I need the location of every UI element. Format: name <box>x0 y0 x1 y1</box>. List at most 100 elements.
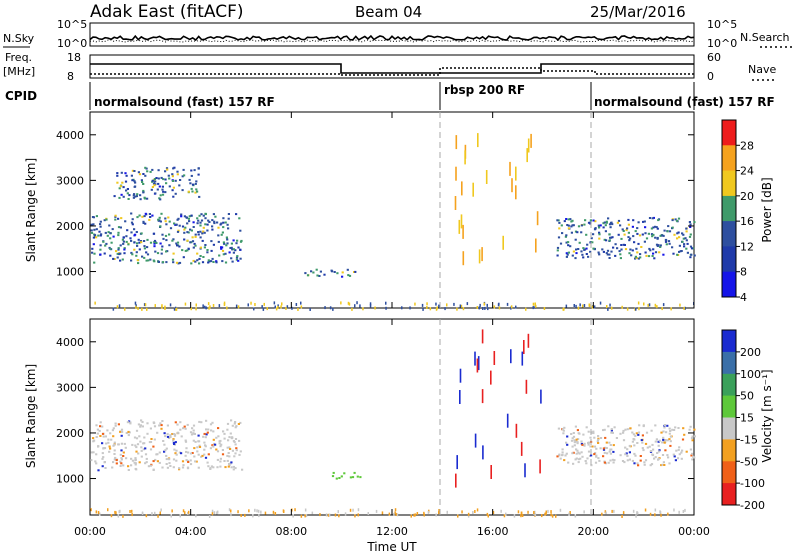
scatter-cell <box>654 456 657 459</box>
scatter-cell <box>672 252 675 255</box>
scatter-cell <box>621 228 624 231</box>
scatter-cell <box>645 431 649 434</box>
colorbar-segment <box>722 221 736 247</box>
scatter-cell <box>141 421 144 423</box>
beam-title: Beam 04 <box>355 3 422 21</box>
scatter-cell <box>186 222 189 225</box>
scatter-cell <box>130 231 133 234</box>
scatter-cell <box>109 254 112 257</box>
scatter-cell <box>178 224 181 227</box>
scatter-streak <box>527 138 530 153</box>
scatter-cell <box>413 513 415 517</box>
scatter-cell <box>580 250 583 253</box>
scatter-cell <box>199 236 202 239</box>
scatter-cell <box>167 174 170 177</box>
scatter-cell <box>605 220 608 223</box>
scatter-cell <box>332 471 335 474</box>
scatter-cell <box>117 231 120 234</box>
cpid-segment-1: normalsound (fast) 157 RF <box>94 95 275 109</box>
scatter-cell <box>197 434 200 437</box>
scatter-cell <box>198 446 202 448</box>
scatter-cell <box>689 226 692 228</box>
scatter-cell <box>144 166 147 169</box>
scatter-cell <box>191 183 195 186</box>
scatter-cell <box>231 248 234 251</box>
scatter-cell <box>300 305 303 309</box>
scatter-cell <box>154 250 157 253</box>
scatter-cell <box>608 239 611 242</box>
scatter-cell <box>651 443 654 446</box>
scatter-cell <box>598 233 601 236</box>
scatter-cell <box>239 240 243 243</box>
scatter-cell <box>205 419 208 422</box>
noise-traces <box>89 34 695 43</box>
scatter-cell <box>219 439 222 442</box>
scatter-cell <box>589 222 592 225</box>
scatter-cell <box>220 233 223 236</box>
scatter-cell <box>130 464 133 467</box>
scatter-cell <box>601 248 604 251</box>
scatter-cell <box>115 511 117 515</box>
cpid-panel: CPID normalsound (fast) 157 RF rbsp 200 … <box>5 82 775 110</box>
scatter-cell <box>362 307 364 311</box>
scatter-cell <box>215 436 218 439</box>
scatter-cell <box>122 464 125 467</box>
scatter-cell <box>359 304 361 308</box>
scatter-cell <box>114 510 116 514</box>
scatter-streak <box>477 356 480 371</box>
scatter-cell <box>148 218 151 221</box>
scatter-cell <box>120 193 123 196</box>
scatter-cell <box>573 304 575 307</box>
scatter-cell <box>577 458 581 461</box>
scatter-cell <box>613 426 616 429</box>
scatter-cell <box>229 247 232 249</box>
scatter-cell <box>567 224 570 227</box>
scatter-cell <box>422 307 424 311</box>
scatter-cell <box>462 307 465 311</box>
scatter-cell <box>668 438 671 441</box>
scatter-cell <box>678 446 681 449</box>
scatter-cell <box>690 253 693 256</box>
scatter-cell <box>579 457 582 460</box>
scatter-cell <box>161 185 164 188</box>
scatter-cell <box>189 431 193 434</box>
scatter-cell <box>638 307 640 311</box>
scatter-cell <box>677 231 680 234</box>
scatter-cell <box>668 462 671 465</box>
scatter-cell <box>197 231 200 233</box>
scatter-cell <box>208 221 211 223</box>
scatter-cell <box>119 185 122 188</box>
scatter-cell <box>474 510 476 513</box>
scatter-cell <box>160 248 163 251</box>
scatter-cell <box>235 425 238 428</box>
scatter-cell <box>547 509 549 513</box>
scatter-cell <box>651 235 654 238</box>
scatter-cell <box>203 432 206 435</box>
scatter-cell <box>186 467 190 470</box>
scatter-cell <box>677 217 681 220</box>
colorbar-tick-label: -50 <box>740 455 758 468</box>
scatter-cell <box>633 241 636 244</box>
scatter-cell <box>161 193 165 196</box>
scatter-streak <box>535 238 537 253</box>
scatter-cell <box>629 248 632 251</box>
scatter-cell <box>165 223 168 226</box>
scatter-cell <box>99 244 102 247</box>
scatter-cell <box>682 237 685 240</box>
scatter-cell <box>190 262 193 265</box>
scatter-cell <box>598 226 601 229</box>
scatter-cell <box>395 512 397 516</box>
scatter-cell <box>626 448 629 451</box>
scatter-cell <box>654 424 657 427</box>
scatter-cell <box>681 438 685 441</box>
scatter-cell <box>571 224 574 227</box>
scatter-cell <box>229 462 232 465</box>
scatter-cell <box>535 304 537 308</box>
scatter-cell <box>662 253 665 256</box>
scatter-cell <box>176 173 179 176</box>
scatter-cell <box>191 452 194 454</box>
scatter-cell <box>133 193 136 196</box>
scatter-cell <box>626 307 629 311</box>
scatter-cell <box>222 430 225 433</box>
scatter-cell <box>131 513 133 517</box>
